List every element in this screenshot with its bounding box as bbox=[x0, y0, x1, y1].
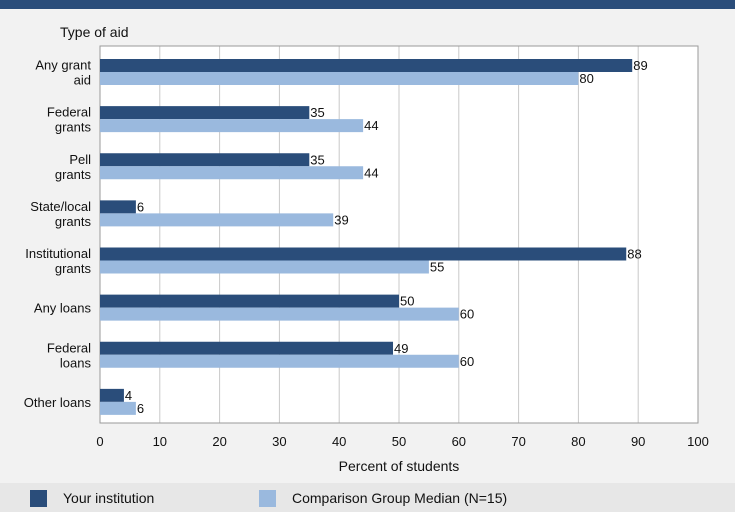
data-label: 35 bbox=[310, 152, 324, 167]
data-label: 4 bbox=[125, 388, 132, 403]
y-category-label: Federal bbox=[47, 340, 91, 355]
data-label: 6 bbox=[137, 199, 144, 214]
data-label: 60 bbox=[460, 354, 474, 369]
bar-your-institution bbox=[100, 294, 399, 308]
y-category-label: State/local bbox=[30, 199, 91, 214]
x-tick-label: 80 bbox=[571, 434, 585, 449]
data-label: 55 bbox=[430, 260, 444, 275]
header-bar bbox=[0, 0, 735, 9]
legend-swatch-your-institution bbox=[30, 489, 47, 507]
data-label: 50 bbox=[400, 294, 414, 309]
legend-label-your-institution: Your institution bbox=[63, 490, 155, 506]
data-label: 88 bbox=[627, 247, 641, 262]
bar-your-institution bbox=[100, 153, 310, 167]
bar-your-institution bbox=[100, 59, 633, 72]
x-tick-label: 30 bbox=[272, 434, 286, 449]
data-label: 49 bbox=[394, 341, 408, 356]
data-label: 89 bbox=[633, 58, 647, 73]
y-category-label: loans bbox=[60, 355, 92, 370]
bar-comparison-group bbox=[100, 401, 136, 415]
data-label: 39 bbox=[334, 212, 348, 227]
x-tick-label: 10 bbox=[153, 434, 167, 449]
x-tick-label: 0 bbox=[96, 434, 103, 449]
y-category-label: grants bbox=[55, 120, 92, 135]
bar-your-institution bbox=[100, 388, 124, 402]
x-tick-label: 70 bbox=[511, 434, 525, 449]
x-tick-label: 60 bbox=[452, 434, 466, 449]
y-category-label: grants bbox=[55, 167, 92, 182]
x-tick-label: 20 bbox=[212, 434, 226, 449]
y-category-label: grants bbox=[55, 261, 92, 276]
y-axis-title: Type of aid bbox=[60, 24, 129, 40]
bar-comparison-group bbox=[100, 307, 459, 321]
x-axis-title: Percent of students bbox=[339, 458, 460, 474]
bar-comparison-group bbox=[100, 166, 364, 180]
legend-label-comparison-group: Comparison Group Median (N=15) bbox=[292, 490, 508, 506]
x-tick-label: 50 bbox=[392, 434, 406, 449]
legend-item-your-institution: Your institution bbox=[30, 488, 154, 508]
bar-comparison-group bbox=[100, 119, 364, 133]
bar-comparison-group bbox=[100, 213, 334, 227]
x-tick-label: 100 bbox=[687, 434, 709, 449]
plot-border bbox=[99, 45, 699, 424]
legend-swatch-comparison-group bbox=[259, 489, 276, 507]
y-category-label: Institutional bbox=[25, 246, 91, 261]
data-label: 80 bbox=[579, 71, 593, 86]
bar-comparison-group bbox=[100, 260, 429, 274]
y-category-label: grants bbox=[55, 214, 92, 229]
y-category-label: Pell bbox=[69, 152, 91, 167]
y-category-label: Any loans bbox=[34, 301, 92, 316]
x-tick-label: 90 bbox=[631, 434, 645, 449]
data-label: 60 bbox=[460, 307, 474, 322]
bar-your-institution bbox=[100, 341, 394, 355]
legend-panel bbox=[0, 483, 735, 512]
y-category-label: Federal bbox=[47, 105, 91, 120]
data-label: 6 bbox=[137, 401, 144, 416]
data-label: 35 bbox=[310, 105, 324, 120]
data-label: 44 bbox=[364, 118, 378, 133]
bar-comparison-group bbox=[100, 354, 459, 368]
y-category-label: aid bbox=[74, 73, 91, 88]
bar-your-institution bbox=[100, 200, 136, 214]
x-tick-label: 40 bbox=[332, 434, 346, 449]
y-category-label: Any grant bbox=[35, 58, 91, 73]
legend-item-comparison-group: Comparison Group Median (N=15) bbox=[259, 488, 507, 508]
y-category-label: Other loans bbox=[24, 395, 92, 410]
data-label: 44 bbox=[364, 165, 378, 180]
bar-your-institution bbox=[100, 247, 627, 261]
bar-your-institution bbox=[100, 106, 310, 120]
bar-comparison-group bbox=[100, 72, 579, 85]
